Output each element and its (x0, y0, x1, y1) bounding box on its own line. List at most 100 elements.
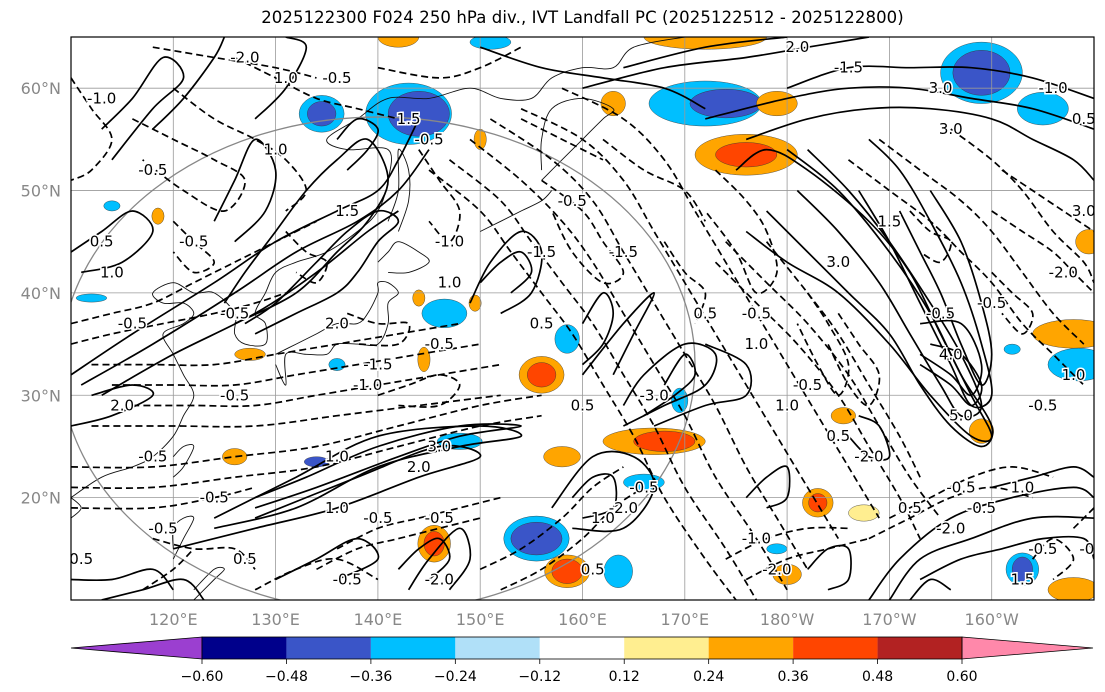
shaded-region (643, 37, 767, 50)
positive-contour (571, 473, 618, 519)
contour-label: 3.0 (427, 437, 451, 455)
negative-contour (448, 159, 758, 600)
shaded-region (808, 493, 828, 513)
contour-label: 0.5 (571, 397, 595, 415)
positive-contour (80, 149, 430, 386)
contour-label: 1.0 (1062, 366, 1086, 384)
colorbar-tick-label: 0.24 (693, 669, 724, 685)
chart-title: 2025122300 F024 250 hPa div., IVT Landfa… (261, 8, 904, 27)
negative-contour (172, 87, 308, 212)
positive-contour (919, 535, 1094, 581)
contour-label: 5.0 (949, 407, 973, 425)
contour-label: -0.5 (179, 233, 208, 251)
contour-label: -0.5 (200, 489, 229, 507)
colorbar-tick-label: 0.12 (609, 669, 640, 685)
contour-label: 1.0 (775, 397, 799, 415)
contour-label: -3.0 (639, 386, 668, 404)
positive-contour (469, 230, 543, 315)
contour-label: 1.5 (877, 212, 901, 230)
colorbar-tick-label: 0.48 (862, 669, 893, 685)
contour-label: -2.0 (1049, 263, 1078, 281)
negative-contour (725, 526, 849, 560)
colorbar-extend-high (961, 636, 1094, 660)
ivt-contours (71, 37, 1094, 600)
shaded-region (952, 50, 1011, 96)
contour-label: -0.5 (629, 478, 658, 496)
contour-label: 1.0 (274, 69, 298, 87)
contour-label: 1.0 (264, 141, 288, 159)
landfall-circle (71, 116, 696, 600)
shaded-region (1075, 229, 1094, 255)
negative-contour (418, 149, 461, 243)
colorbar-tick-label: −0.36 (349, 669, 392, 685)
contour-label: 0.5 (898, 499, 922, 517)
positive-contour (71, 384, 155, 427)
positive-contour (888, 515, 1094, 600)
negative-contour (234, 56, 399, 120)
contour-label: 0.5 (1072, 110, 1096, 128)
negative-contour (745, 537, 870, 581)
negative-contour (91, 322, 460, 367)
contour-label: -0.5 (977, 294, 1006, 312)
positive-contour (653, 343, 753, 427)
shaded-region (103, 200, 121, 212)
positive-contour (868, 486, 1094, 600)
colorbar-segment (793, 637, 878, 659)
coastlines (71, 37, 685, 600)
shaded-region (543, 446, 581, 468)
lon-tick-label: 160°E (558, 610, 607, 629)
negative-contour (489, 118, 809, 570)
positive-contour (479, 250, 533, 294)
contour-label: -0.5 (333, 571, 362, 589)
lat-tick-label: 20°N (21, 489, 61, 508)
contour-label: 1.0 (1010, 478, 1034, 496)
shaded-region (328, 358, 346, 371)
colorbar-tick-label: −0.24 (434, 669, 477, 685)
contour-label: -0.5 (793, 376, 822, 394)
coastline (377, 241, 430, 274)
positive-contour (479, 46, 706, 110)
positive-contour (581, 292, 615, 366)
contour-label: -2.0 (230, 48, 259, 66)
lat-tick-label: 50°N (21, 182, 61, 201)
negative-contour (111, 343, 481, 387)
shaded-region (554, 324, 580, 354)
contour-label: 2.0 (785, 38, 809, 56)
contour-label: -1.5 (527, 243, 556, 261)
contour-labels: -2.0 1.0 -0.5 -1.0 1.5 1.0 -0.5 1.5 0.5 -0.5 1.0 -0… (71, 37, 1096, 590)
lon-tick-label: 130°E (251, 610, 300, 629)
negative-contour (71, 292, 287, 345)
contour-label: -1.0 (1038, 79, 1067, 97)
positive-contour (705, 86, 1094, 130)
positive-contour (101, 210, 399, 397)
contour-label: 1.5 (335, 202, 359, 220)
negative-contour (950, 128, 1094, 284)
contour-label: -0.5 (118, 315, 147, 333)
negative-contour (1001, 169, 1094, 233)
contour-label: -2.0 (609, 499, 638, 517)
negative-contour (71, 220, 317, 325)
positive-contour (101, 56, 185, 161)
contour-label: 0.5 (693, 304, 717, 322)
contour-label: -1.0 (742, 530, 771, 548)
negative-contour (254, 557, 379, 591)
shaded-region (1047, 577, 1094, 600)
map-frame (70, 36, 1095, 601)
contour-label: -0.5 (926, 304, 955, 322)
contour-label: -0.5 (558, 192, 587, 210)
lon-tick-label: 150°E (456, 610, 505, 629)
contour-label: -0.5 (363, 509, 392, 527)
shaded-region (1003, 343, 1021, 355)
contour-label: 1.5 (397, 110, 421, 128)
contour-label: -0.5 (967, 499, 996, 517)
positive-contour (254, 37, 308, 120)
colorbar-segment (624, 637, 709, 659)
colorbar-segment (708, 637, 794, 659)
contour-label: -0.5 (946, 478, 975, 496)
shaded-region (1017, 92, 1069, 126)
positive-contour (745, 465, 791, 509)
contour-label: -1.0 (435, 233, 464, 251)
contour-label: 2.0 (325, 315, 349, 333)
shaded-region (222, 448, 248, 466)
